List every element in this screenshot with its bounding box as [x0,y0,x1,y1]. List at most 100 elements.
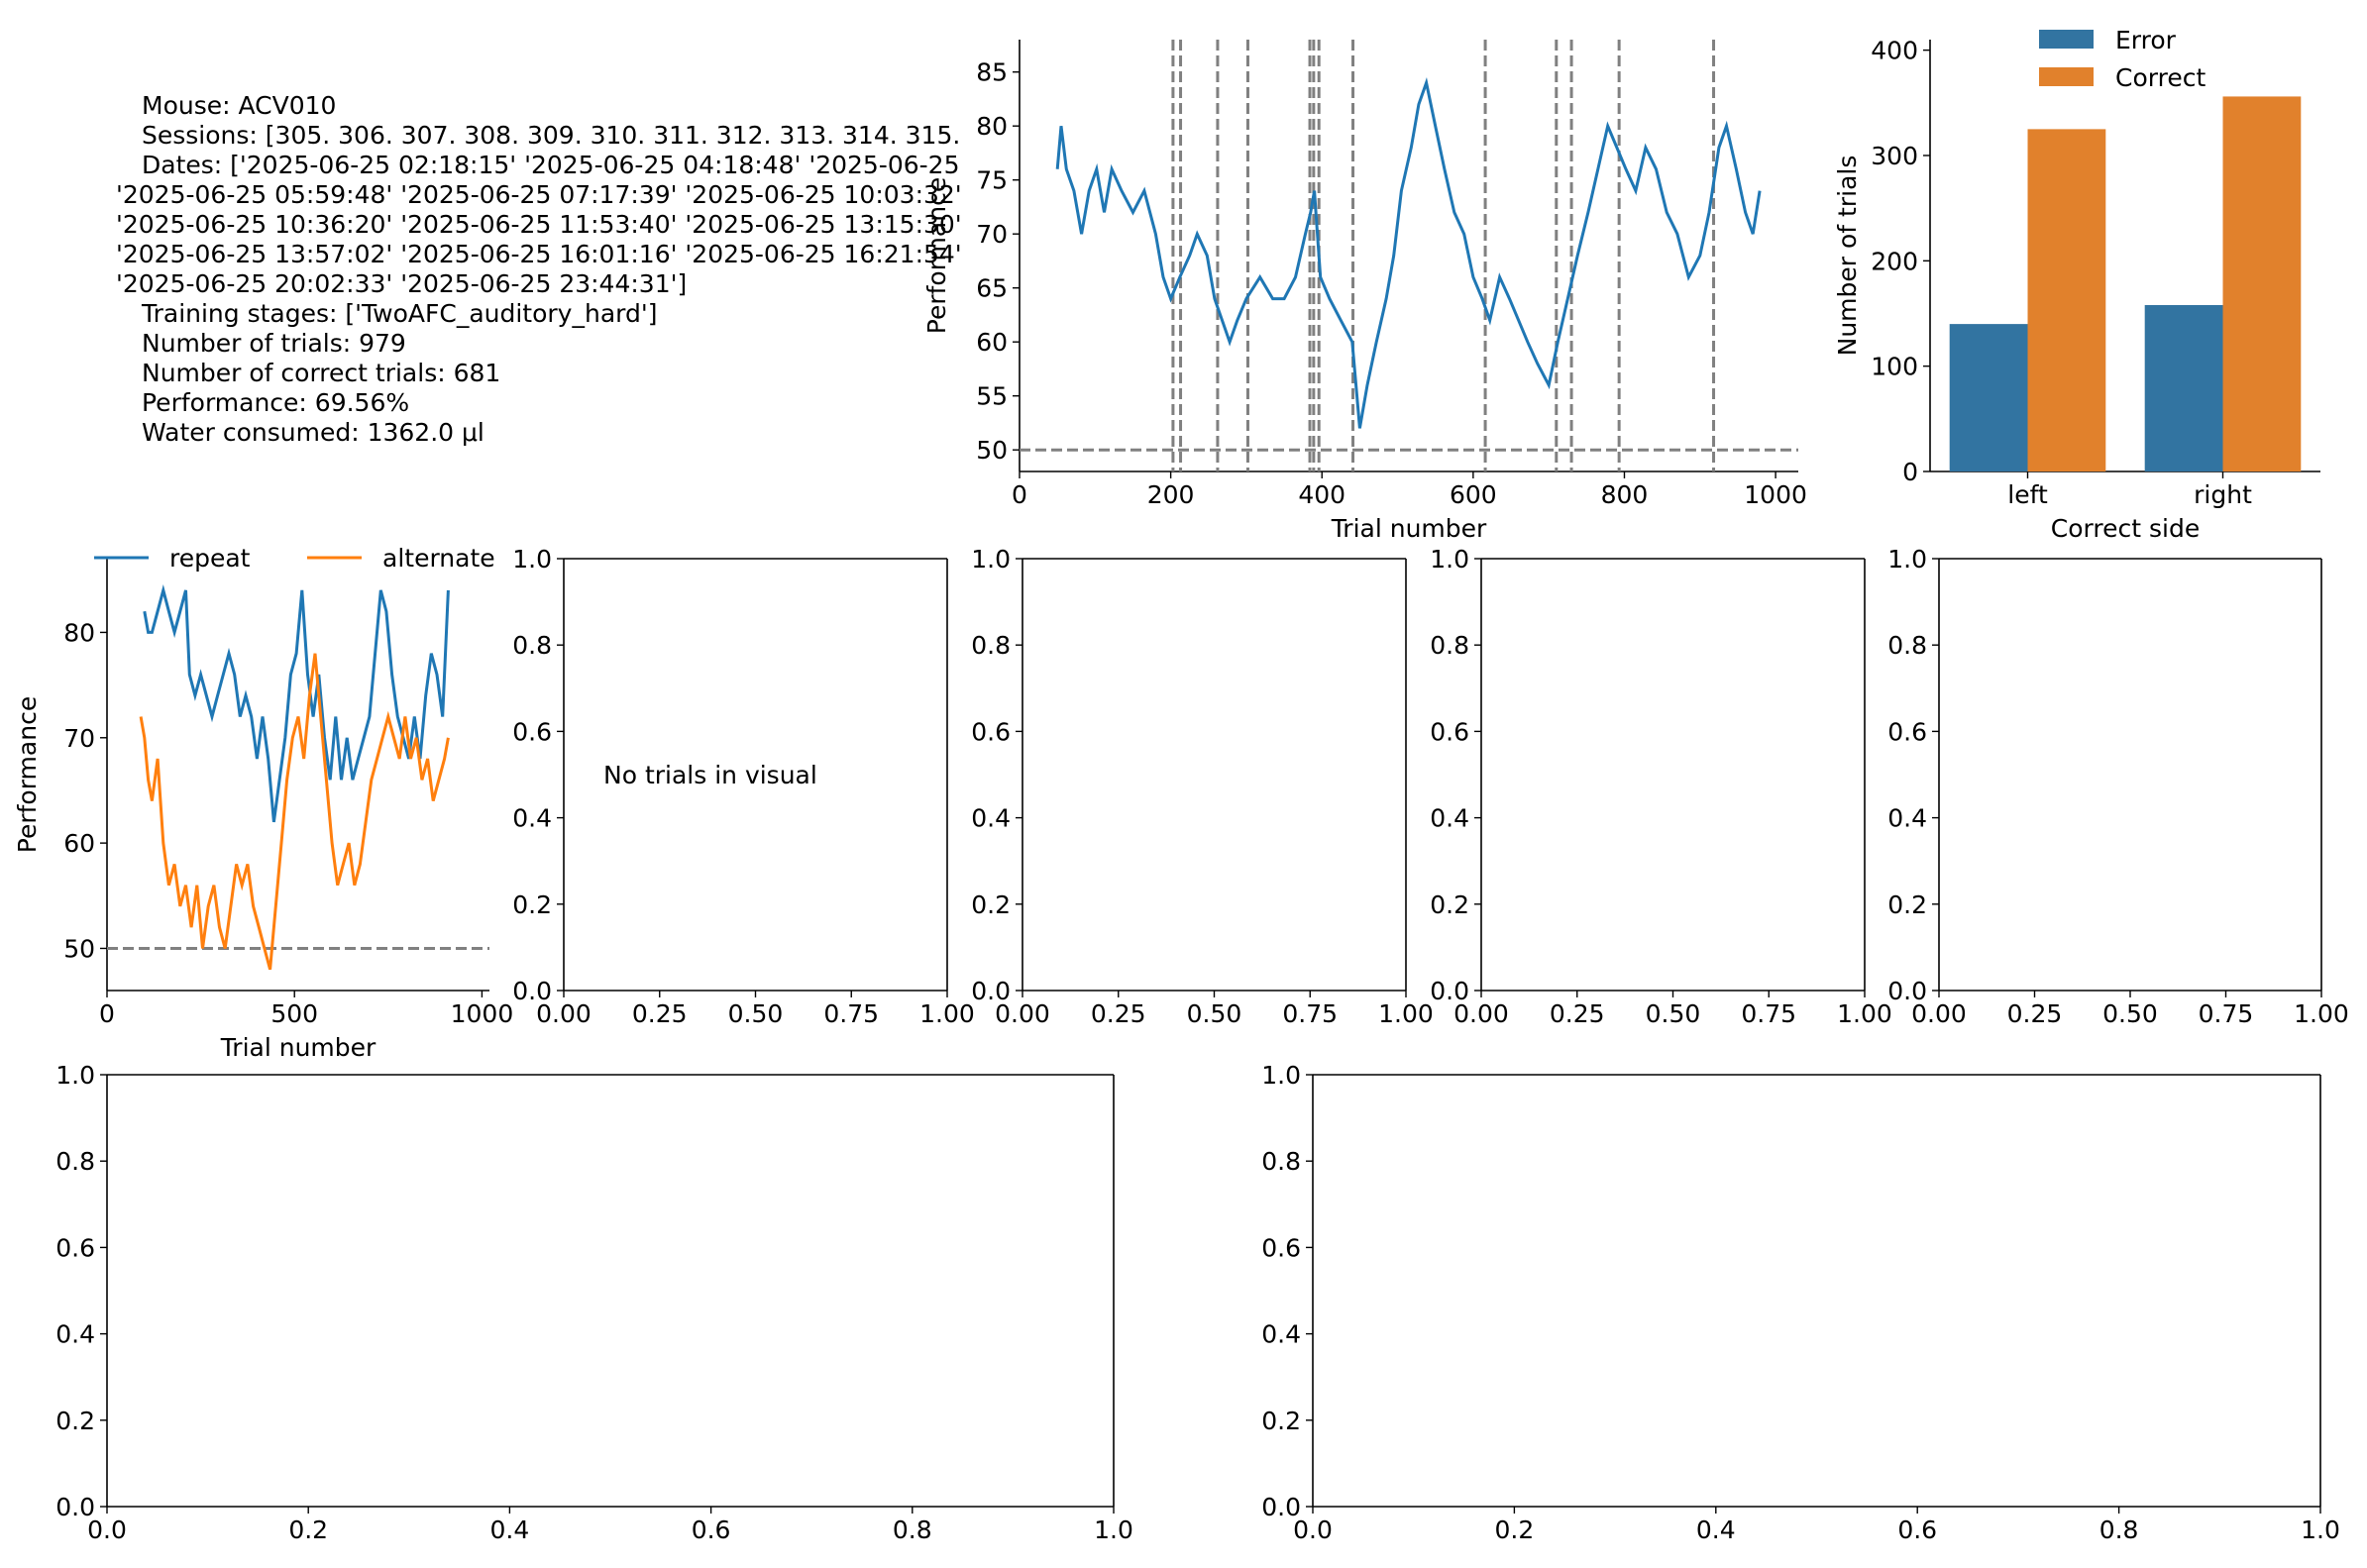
x-tick: 0.75 [1282,991,1338,1028]
y-tick-label: 50 [976,436,1008,465]
x-tick-label: 0.25 [632,999,688,1028]
x-tick: 0.50 [2102,991,2158,1028]
x-tick: 1.0 [1094,1507,1133,1544]
y-tick-label: 60 [976,328,1008,357]
y-tick: 100 [1871,353,1930,381]
x-tick-label: 0.50 [728,999,784,1028]
x-tick-label: 0.2 [1495,1516,1535,1544]
x-tick: 0.25 [2007,991,2063,1028]
info-line: Training stages: ['TwoAFC_auditory_hard'… [141,299,657,328]
y-tick-label: 300 [1871,142,1918,170]
y-tick-label: 0.2 [1430,890,1469,919]
y-tick: 0.8 [55,1147,107,1176]
y-tick: 0 [1902,458,1930,486]
x-tick: 400 [1298,471,1345,509]
y-tick: 50 [976,436,1020,465]
x-tick: 0.2 [288,1507,328,1544]
y-tick: 0.8 [971,631,1022,660]
x-tick-label: 0.75 [1741,999,1796,1028]
y-tick-label: 0.2 [1261,1407,1301,1435]
x-tick-label: 0.4 [490,1516,530,1544]
bar-correct-left [2027,129,2106,471]
info-line: '2025-06-25 20:02:33' '2025-06-25 23:44:… [116,269,687,298]
x-tick-label: 1.00 [1837,999,1892,1028]
y-tick: 0.4 [55,1320,107,1349]
y-tick: 400 [1871,37,1930,65]
y-tick-label: 0.0 [1261,1493,1301,1521]
y-tick: 0.8 [1261,1147,1313,1176]
y-tick-label: 65 [976,274,1008,303]
y-tick-label: 0.4 [971,804,1011,833]
x-tick: 0.2 [1495,1507,1535,1544]
y-tick-label: 0 [1902,458,1918,486]
legend-label-error: Error [2115,26,2177,54]
x-tick: 0.8 [2099,1507,2138,1544]
y-tick: 75 [976,166,1020,195]
y-tick: 1.0 [1887,545,1939,574]
y-tick-label: 1.0 [1261,1061,1301,1090]
y-tick: 0.0 [1887,977,1939,1005]
chart-empty-2: 0.00 0.25 0.50 0.75 1.00 0.0 0.2 0.4 0.6 0.8 1.0 [971,545,1434,1028]
x-tick-label: 1.00 [1378,999,1434,1028]
x-tick-label: 0.25 [1091,999,1146,1028]
y-tick-label: 50 [63,934,95,963]
x-tick-label: 0 [99,999,115,1028]
y-tick-label: 0.6 [971,717,1011,746]
x-tick-label: 0.8 [893,1516,932,1544]
y-tick: 0.2 [512,890,564,919]
y-tick-label: 55 [976,382,1008,411]
x-axis-label: Trial number [1331,514,1487,543]
x-tick: 0.50 [728,991,784,1028]
y-tick: 0.4 [512,804,564,833]
y-tick: 0.6 [55,1233,107,1262]
y-tick-label: 0.0 [55,1493,95,1521]
y-tick: 70 [63,724,107,753]
x-tick: 0.00 [536,991,592,1028]
legend-swatch-error [2039,30,2094,49]
y-tick: 60 [63,829,107,858]
x-tick-label: 0.0 [87,1516,127,1544]
info-line: Number of correct trials: 681 [142,359,500,387]
x-tick-label: 600 [1450,480,1497,509]
y-tick-label: 0.4 [1261,1320,1301,1349]
x-tick-label: 0.25 [2007,999,2063,1028]
y-tick-label: 0.6 [1261,1233,1301,1262]
y-tick: 80 [976,112,1020,141]
chart-performance: 0 200 400 600 800 1000 50 55 60 65 70 75 80 85 Trial n… [922,40,1807,543]
y-tick: 0.2 [55,1407,107,1435]
x-tick: 1.00 [2294,991,2349,1028]
info-line: '2025-06-25 13:57:02' '2025-06-25 16:01:… [116,240,962,268]
legend-label-alternate: alternate [382,544,495,573]
x-tick-label: 0.00 [1453,999,1509,1028]
y-tick-label: 0.4 [55,1320,95,1349]
x-tick: 0.6 [692,1507,730,1544]
x-tick-label: 0.00 [995,999,1050,1028]
y-tick-label: 70 [976,220,1008,249]
bar-error-left [1949,324,2028,471]
y-tick-label: 0.6 [1430,717,1469,746]
x-tick: 500 [270,991,318,1028]
x-tick: 0.0 [87,1507,127,1544]
x-tick-label: 400 [1298,480,1345,509]
info-line: Water consumed: 1362.0 μl [142,418,484,447]
y-tick: 0.6 [971,717,1022,746]
x-tick: 1.00 [919,991,975,1028]
x-tick-label: 1.00 [2294,999,2349,1028]
y-tick-label: 0.8 [1887,631,1927,660]
x-tick-label: 1000 [1744,480,1807,509]
y-tick-label: 0.2 [1887,890,1927,919]
x-tick: 0.4 [490,1507,530,1544]
y-tick: 0.4 [971,804,1022,833]
x-tick-label: left [2007,480,2048,509]
y-tick-label: 75 [976,166,1008,195]
info-line: Mouse: ACV010 [142,91,336,120]
y-tick: 0.0 [1261,1493,1313,1521]
y-tick-label: 0.2 [512,890,552,919]
y-tick-label: 85 [976,58,1008,87]
y-tick-label: 0.2 [971,890,1011,919]
y-tick: 65 [976,274,1020,303]
x-tick-label: 0.6 [1897,1516,1937,1544]
x-tick: 1000 [1744,471,1807,509]
y-tick-label: 0.0 [1887,977,1927,1005]
